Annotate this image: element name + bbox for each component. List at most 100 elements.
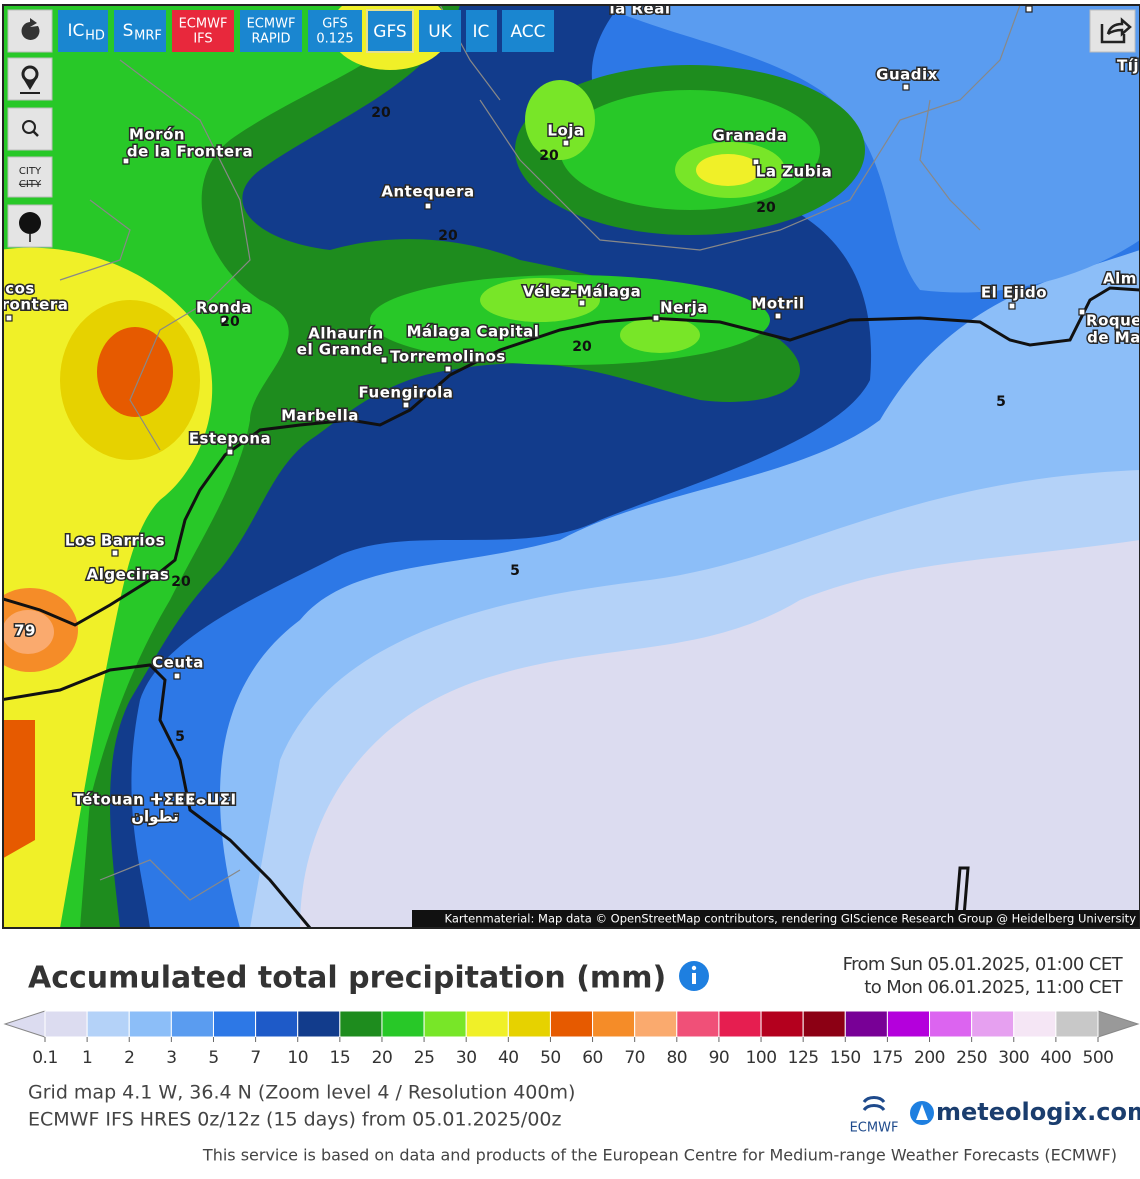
- model-button[interactable]: IC HD: [58, 10, 108, 52]
- contour-label: 20: [539, 148, 559, 164]
- shape: [774, 312, 782, 320]
- shape: [58, 10, 108, 52]
- shape: [1089, 9, 1136, 53]
- place-label: Torremolinos: [390, 348, 506, 366]
- shape: [220, 316, 228, 324]
- zoom-button[interactable]: [7, 107, 53, 151]
- shape: [226, 448, 234, 456]
- attribution-bg: [412, 910, 1140, 928]
- place-label: Tétouan ⵜⵉⵟⵟⴰⵡⵉⵏ: [73, 791, 236, 809]
- contour-label: 20: [572, 339, 592, 355]
- shape: [862, 1096, 886, 1112]
- period-from: From Sun 05.01.2025, 01:00 CET: [843, 954, 1124, 975]
- shape: [59, 199, 131, 281]
- shape: [692, 973, 696, 984]
- legend-swatch: [381, 1010, 425, 1038]
- contour-labels: 20 20 20 20 20 20 20 5 5 5 79: [13, 105, 1006, 745]
- legend-swatch: [886, 1010, 931, 1038]
- shape: [19, 212, 41, 234]
- precip-area: [525, 80, 595, 160]
- button-label: S: [123, 21, 134, 41]
- place-label: تطوان: [131, 808, 179, 826]
- model-button[interactable]: ACC: [502, 10, 554, 52]
- info-line: Grid map 4.1 W, 36.4 N (Zoom level 4 / R…: [28, 1082, 575, 1104]
- shape: [111, 549, 119, 557]
- legend-label: 7: [250, 1048, 260, 1068]
- shape: [652, 314, 660, 322]
- shape: [502, 10, 554, 52]
- place-label: La Zubia: [756, 163, 832, 181]
- place-dots: [5, 5, 1086, 680]
- legend-label: 15: [330, 1048, 351, 1068]
- legend-label: 10: [287, 1048, 308, 1068]
- shape: [691, 965, 697, 971]
- shape: [114, 10, 166, 52]
- legend-label: 80: [666, 1048, 687, 1068]
- model-button[interactable]: GFS: [366, 9, 414, 53]
- place-label: Morón: [129, 126, 185, 144]
- marker-button[interactable]: [7, 204, 53, 248]
- place-label: Vélez-Málaga: [523, 283, 641, 301]
- legend-label: 500: [1083, 1048, 1114, 1068]
- legend-label: 150: [830, 1048, 861, 1068]
- share-button[interactable]: [1089, 9, 1136, 53]
- legend-arrow: [1097, 1010, 1140, 1038]
- place-label: Ceuta: [152, 654, 204, 672]
- place-label: Guadix: [876, 66, 938, 84]
- model-button[interactable]: S MRF: [114, 10, 166, 52]
- precip-area: [480, 278, 600, 322]
- coastline: [3, 286, 1140, 928]
- shape: [562, 139, 570, 147]
- shape: [444, 365, 452, 373]
- legend-label: 70: [624, 1048, 645, 1068]
- place-label: Los Barrios: [65, 532, 165, 550]
- contour-label: 20: [756, 200, 776, 216]
- place-label: de Ma: [1087, 329, 1140, 347]
- legend-swatch: [844, 1010, 888, 1038]
- shape: [308, 10, 362, 52]
- precip-area: [97, 327, 173, 417]
- shape: [24, 80, 36, 90]
- shape: [953, 866, 970, 928]
- place-label: rontera: [2, 296, 69, 314]
- shape: [5, 314, 13, 322]
- model-button[interactable]: UK: [419, 10, 461, 52]
- place-label: El Ejido: [981, 284, 1047, 302]
- model-button[interactable]: IC: [466, 10, 497, 52]
- contour-label: 5: [996, 394, 1006, 410]
- button-label: ECMWF: [850, 1121, 899, 1136]
- contour-label: 20: [438, 228, 458, 244]
- info-icon[interactable]: [679, 961, 709, 991]
- legend-swatch: [44, 1010, 88, 1038]
- legend-swatch: [929, 1010, 973, 1038]
- legend-swatch: [255, 1010, 299, 1038]
- place-label: Fuengirola: [359, 384, 454, 402]
- shape: [1100, 17, 1132, 44]
- legend-label: 0.1: [32, 1048, 58, 1068]
- borders: [59, 5, 1021, 901]
- legend-swatch: [676, 1010, 720, 1038]
- legend-arrow: [3, 1010, 46, 1038]
- button-label: ECMWF: [247, 17, 296, 32]
- place-label: el Grande: [297, 341, 383, 359]
- shape: [122, 157, 130, 165]
- shape: [22, 120, 36, 134]
- legend-swatch: [634, 1010, 678, 1038]
- button-label: 0.125: [316, 32, 353, 47]
- place-label: la Real: [610, 0, 671, 18]
- contour-label: 20: [220, 314, 240, 330]
- precip-area: [696, 154, 760, 186]
- footer: This service is based on data and produc…: [202, 1146, 1117, 1165]
- location-button[interactable]: [7, 57, 53, 101]
- shape: [32, 130, 39, 137]
- place-label: Alm: [1103, 270, 1137, 288]
- city-button[interactable]: CITY CITY: [7, 156, 53, 198]
- precip-area: [3, 610, 54, 654]
- place-label: Roque: [1086, 312, 1140, 330]
- legend-label: 175: [872, 1048, 903, 1068]
- refresh-button[interactable]: [7, 9, 53, 53]
- shape: [99, 859, 241, 901]
